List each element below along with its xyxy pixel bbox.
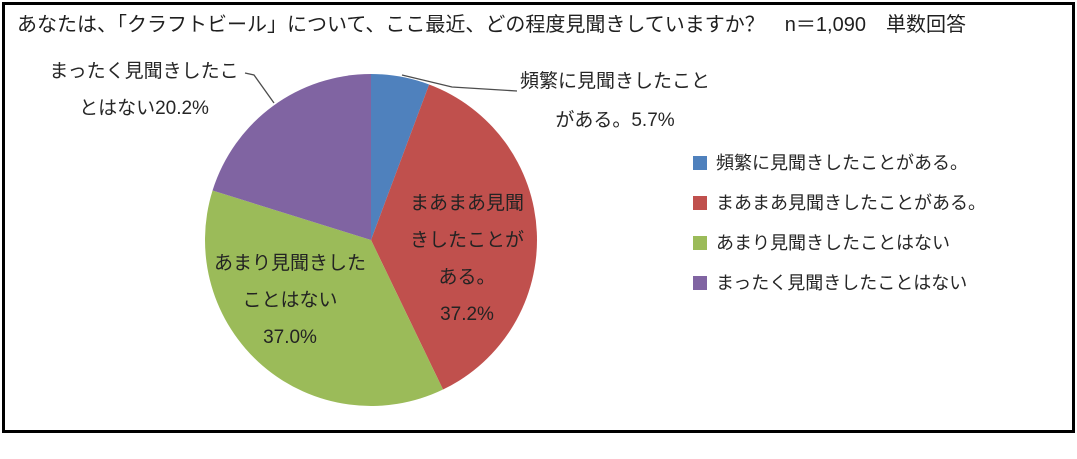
legend-label: まあまあ見聞きしたことがある。 (716, 193, 986, 213)
legend-item-never: まったく見聞きしたことはない (693, 273, 986, 293)
chart-title: あなたは、「クラフトビール」について、ここ最近、どの程度見聞きしていますか？ n… (17, 14, 966, 36)
legend-swatch (693, 236, 707, 250)
legend-item-frequent: 頻繁に見聞きしたことがある。 (693, 153, 986, 173)
chart-frame (2, 2, 1075, 433)
legend-label: 頻繁に見聞きしたことがある。 (716, 153, 968, 173)
pie-label-line: ことはない (242, 290, 338, 311)
pie-label-line: 37.0% (263, 327, 317, 348)
leader-line (244, 72, 275, 104)
legend-swatch (693, 276, 707, 290)
pie-label-frequent: 頻繁に見聞きしたこと がある。5.7% (505, 62, 725, 140)
pie-label-line: あまり見聞きした (213, 253, 366, 274)
legend-item-rarely: あまり見聞きしたことはない (693, 233, 986, 253)
legend-label: あまり見聞きしたことはない (716, 233, 950, 253)
pie-label-rarely: あまり見聞きした ことはない 37.0% (210, 245, 370, 356)
legend-swatch (693, 196, 707, 210)
pie-label-line: 37.2% (440, 304, 494, 325)
leader-line (401, 74, 518, 92)
pie-slice-3 (212, 74, 371, 240)
legend-swatch (693, 156, 707, 170)
pie-label-line: ある。 (438, 267, 496, 288)
pie-label-never: まったく見聞きしたこ とはない20.2% (24, 53, 264, 127)
pie-slice-2 (205, 190, 444, 406)
chart-legend: 頻繁に見聞きしたことがある。 まあまあ見聞きしたことがある。 あまり見聞きしたこ… (693, 153, 986, 313)
leader-lines (244, 72, 518, 104)
pie-label-line: がある。5.7% (555, 110, 675, 131)
pie-label-line: 頻繁に見聞きしたこと (519, 71, 710, 92)
pie-label-somewhat: まあまあ見聞 きしたことが ある。 37.2% (392, 185, 542, 333)
pie-slice-0 (371, 74, 430, 240)
pie-slices (205, 74, 537, 406)
pie-label-line: とはない20.2% (79, 98, 209, 119)
pie-label-line: きしたことが (409, 230, 524, 251)
pie-slice-1 (371, 84, 537, 390)
legend-item-somewhat: まあまあ見聞きしたことがある。 (693, 193, 986, 213)
pie-label-line: まあまあ見聞 (409, 193, 524, 214)
pie-label-line: まったく見聞きしたこ (49, 61, 239, 82)
legend-label: まったく見聞きしたことはない (716, 273, 968, 293)
